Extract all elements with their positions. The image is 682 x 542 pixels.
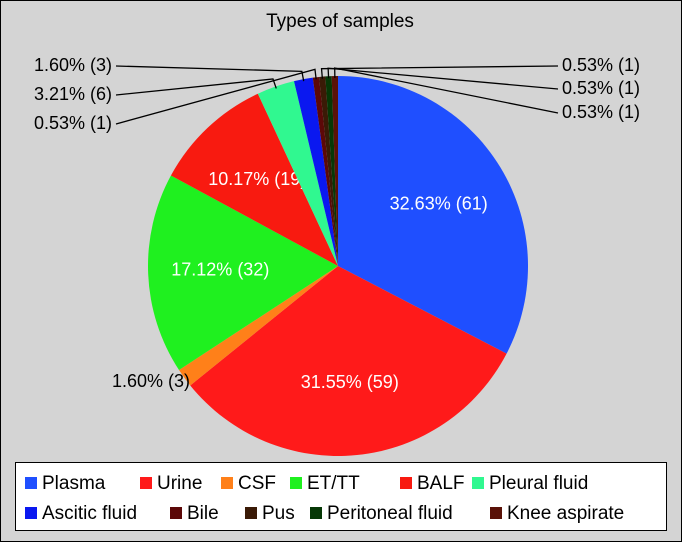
- pie-slice: [148, 175, 338, 371]
- legend-label: Bile: [187, 503, 219, 524]
- legend-swatch: [310, 507, 322, 519]
- leader-line: [334, 67, 559, 114]
- data-label: 0.53% (1): [34, 113, 112, 133]
- pie-slice: [179, 266, 338, 386]
- pie-slice: [312, 76, 338, 267]
- pie-slice: [338, 76, 529, 354]
- data-label: 3.21% (6): [34, 84, 112, 104]
- pie-slice: [319, 76, 338, 267]
- data-label: 0.53% (1): [562, 102, 640, 122]
- legend-swatch: [170, 507, 182, 519]
- legend-swatch: [25, 477, 37, 489]
- legend-label: Pus: [262, 503, 295, 524]
- pie-slice: [190, 266, 507, 457]
- legend-label: ET/TT: [307, 473, 360, 494]
- legend-swatch: [25, 507, 37, 519]
- legend-label: Peritoneal fluid: [327, 503, 453, 524]
- chart-title: Types of samples: [266, 11, 414, 32]
- data-label: 31.55% (59): [301, 372, 399, 392]
- pie-slice: [331, 76, 338, 266]
- pie-slice: [257, 81, 338, 266]
- data-label: 0.53% (1): [562, 55, 640, 75]
- pie-slice: [325, 76, 338, 266]
- data-label: 1.60% (3): [34, 55, 112, 75]
- leader-line: [115, 65, 305, 82]
- data-label: 0.53% (1): [562, 78, 640, 98]
- data-label: 10.17% (19): [208, 169, 306, 189]
- legend-label: Knee aspirate: [507, 503, 624, 524]
- legend-swatch: [140, 477, 152, 489]
- legend-box: [15, 462, 667, 531]
- legend-swatch: [290, 477, 302, 489]
- legend-label: Ascitic fluid: [42, 503, 137, 524]
- legend-swatch: [490, 507, 502, 519]
- legend-swatch: [472, 477, 484, 489]
- legend-label: Urine: [157, 473, 202, 494]
- leader-line: [327, 67, 559, 90]
- legend-swatch: [400, 477, 412, 489]
- legend-swatch: [245, 507, 257, 519]
- leader-line: [115, 78, 277, 96]
- pie-slice: [170, 93, 338, 266]
- legend-swatch: [221, 477, 233, 489]
- legend-label: BALF: [417, 473, 465, 494]
- legend-label: CSF: [238, 473, 276, 494]
- data-label: 32.63% (61): [390, 194, 488, 214]
- data-label: 17.12% (32): [171, 260, 269, 280]
- data-label: 1.60% (3): [112, 371, 190, 391]
- leader-line: [115, 68, 317, 125]
- legend-label: Pleural fluid: [489, 473, 588, 494]
- pie-slice: [293, 77, 338, 267]
- leader-line: [320, 65, 559, 79]
- legend-label: Plasma: [42, 473, 106, 494]
